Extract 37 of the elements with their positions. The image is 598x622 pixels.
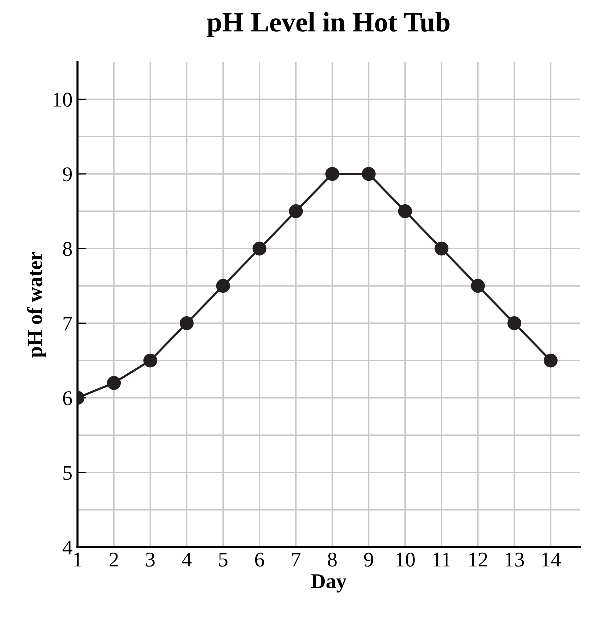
point	[289, 204, 304, 218]
point	[544, 354, 558, 368]
y-tick-label: 6	[63, 392, 72, 406]
y-tick-label: 4	[62, 540, 73, 555]
y-tick-label: 8	[63, 242, 72, 256]
x-axis-title: Day	[311, 574, 347, 593]
x-tick-label: 12	[470, 552, 488, 567]
x-tick-label: 2	[110, 552, 118, 567]
x-tick-label: 4	[182, 552, 192, 567]
x-tick-label: 3	[146, 552, 155, 567]
point	[508, 316, 522, 330]
x-tick-label: 13	[506, 552, 524, 567]
x-tick-label: 11	[434, 552, 451, 567]
point	[144, 354, 158, 368]
point	[180, 316, 194, 330]
y-tick-label: 7	[64, 317, 72, 331]
y-tick-label: 10	[54, 92, 72, 107]
point	[362, 167, 376, 182]
x-tick-label: 5	[219, 553, 228, 567]
y-tick-label: 5	[64, 466, 72, 480]
point	[398, 204, 412, 218]
point	[216, 279, 230, 294]
x-tick-label: 1	[74, 552, 82, 567]
x-tick-label: 6	[255, 552, 264, 567]
x-tick-label: 9	[364, 552, 374, 567]
chart-title: pH Level in Hot Tub	[207, 12, 450, 38]
point	[471, 279, 486, 294]
point	[252, 242, 267, 256]
y-tick-label: 9	[63, 168, 72, 182]
x-tick-label: 10	[396, 552, 415, 567]
x-tick-label: 14	[542, 552, 562, 567]
point	[326, 167, 340, 182]
y-axis-title: pH of water	[27, 252, 46, 358]
point	[434, 242, 449, 256]
x-tick-label: 8	[328, 552, 337, 567]
point	[107, 376, 122, 390]
x-tick-label: 7	[292, 553, 301, 567]
